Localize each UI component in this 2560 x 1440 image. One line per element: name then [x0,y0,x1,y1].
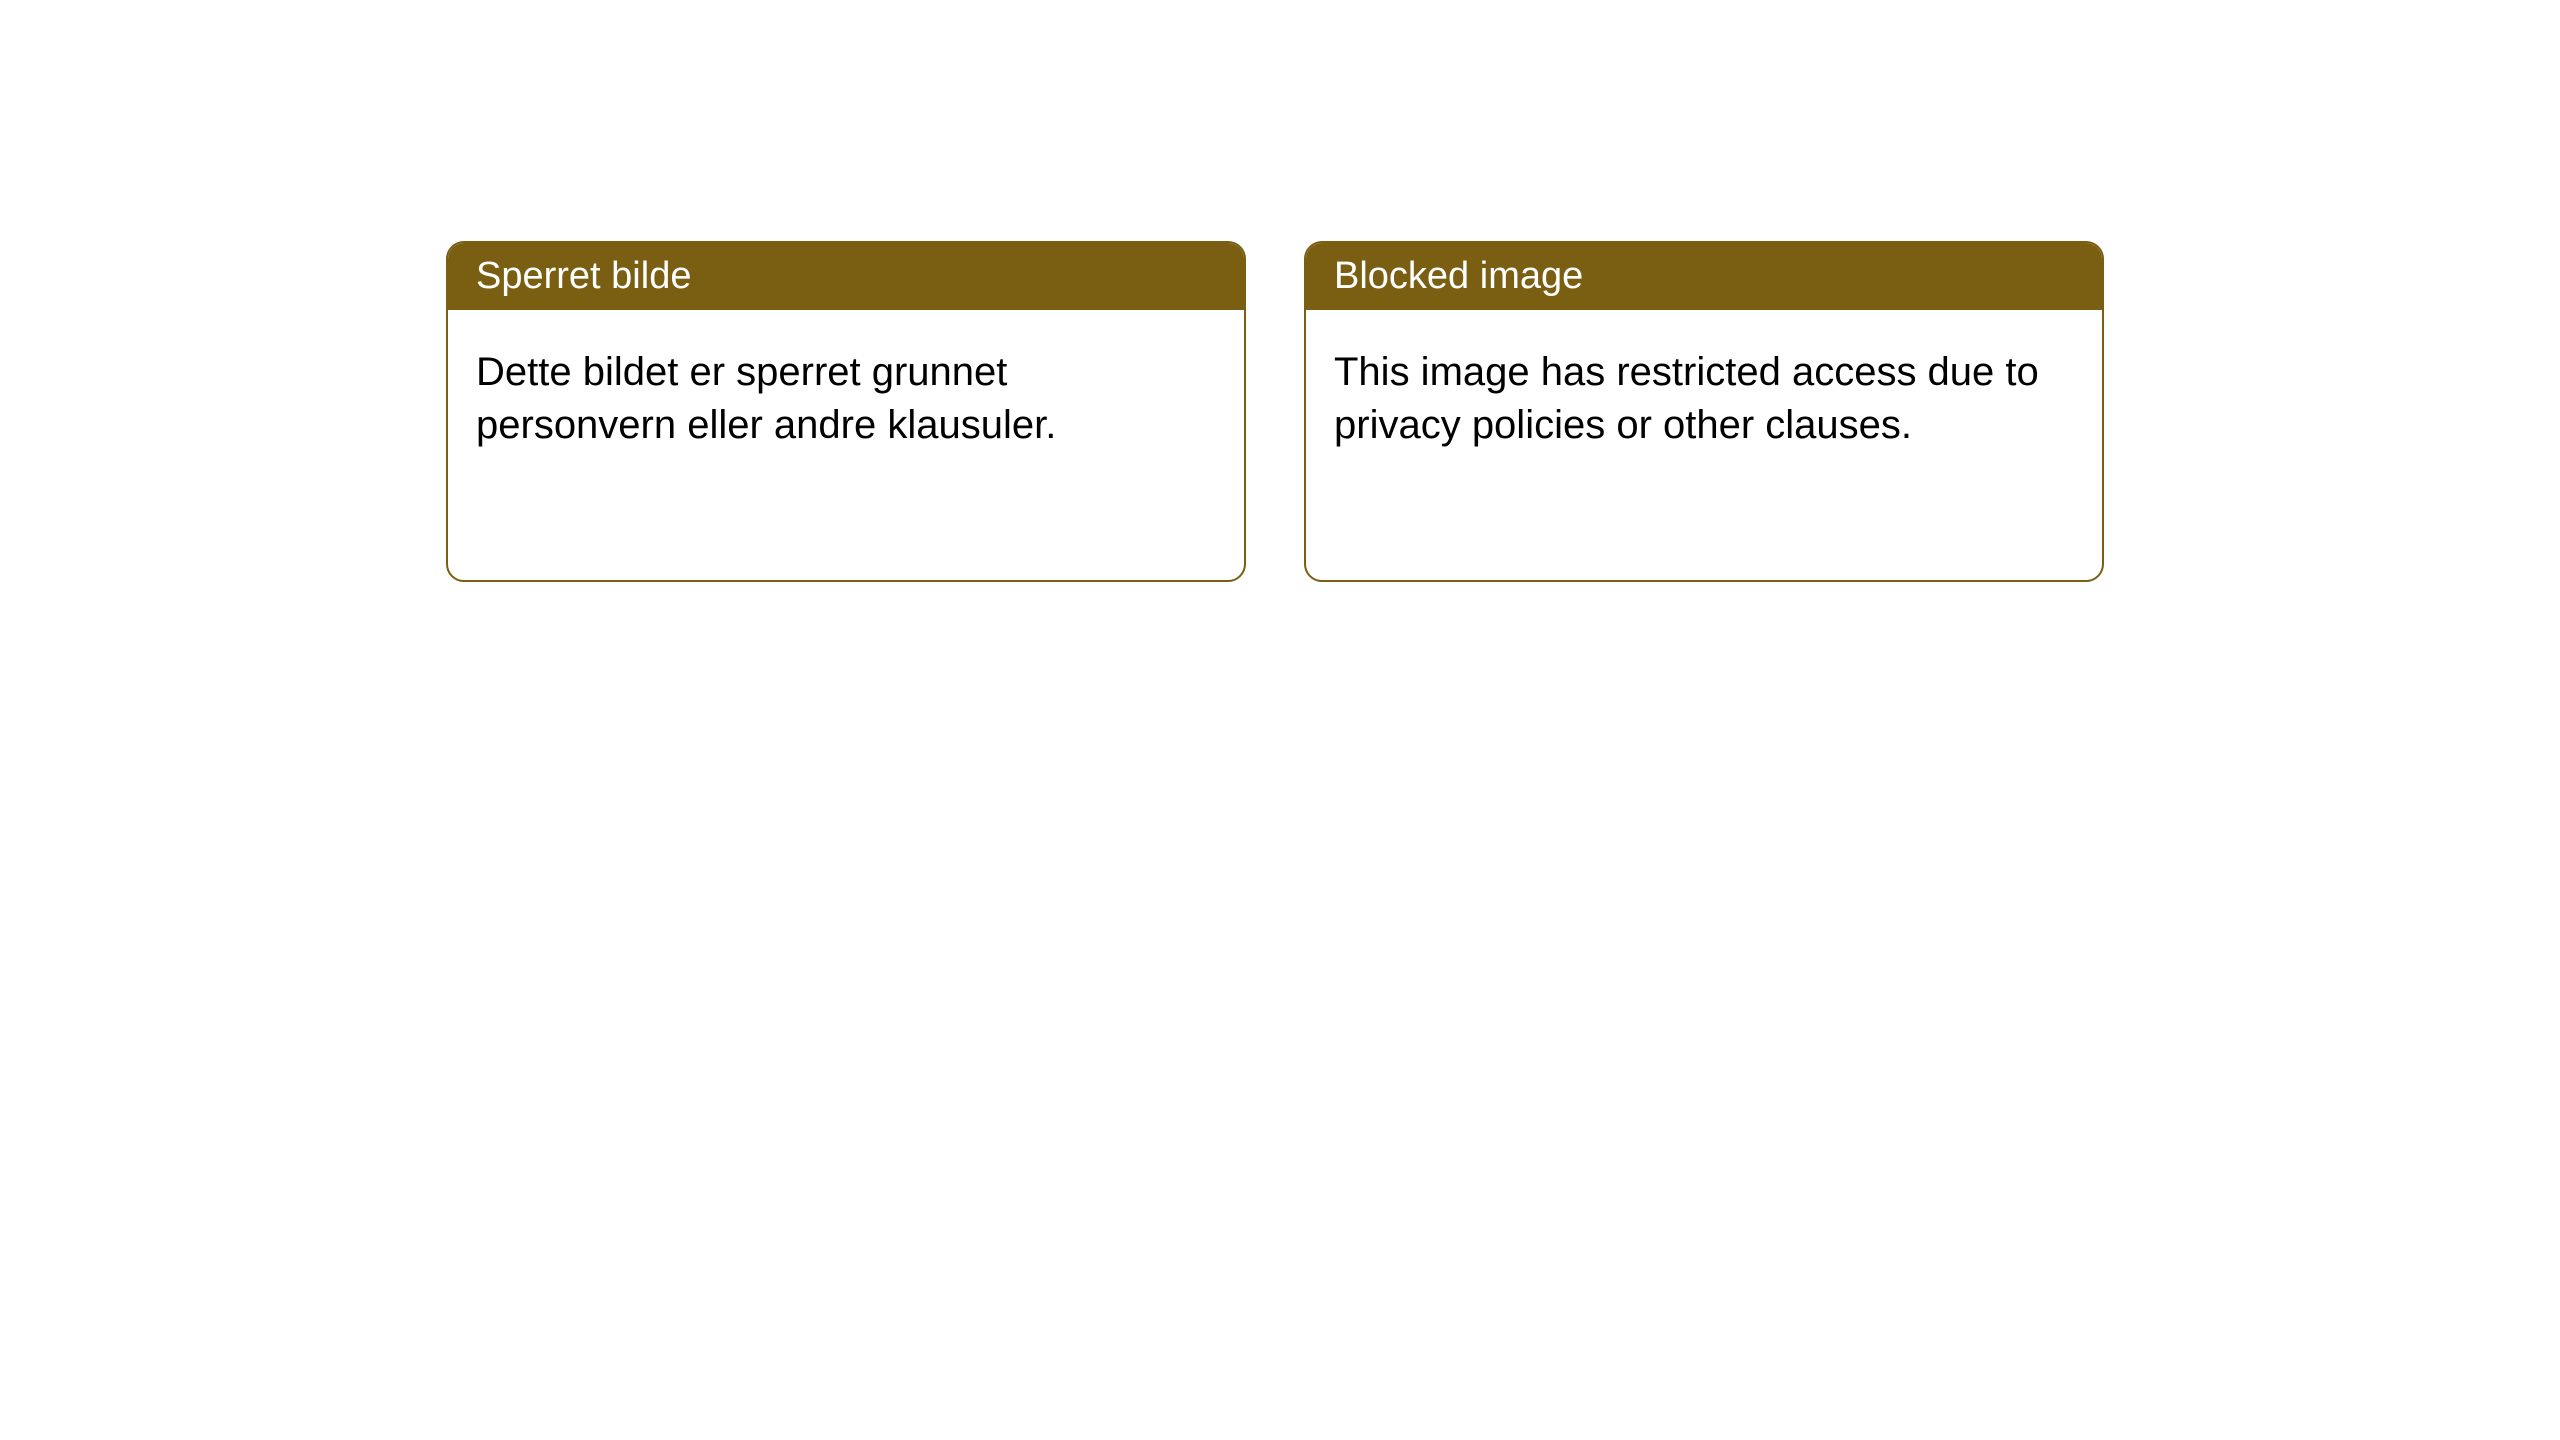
notice-card-norwegian: Sperret bilde Dette bildet er sperret gr… [446,241,1246,582]
notice-message: This image has restricted access due to … [1334,350,2039,447]
notice-title: Blocked image [1334,255,1583,297]
notice-header: Blocked image [1306,243,2102,310]
notice-cards-container: Sperret bilde Dette bildet er sperret gr… [446,241,2104,582]
notice-title: Sperret bilde [476,255,691,297]
notice-header: Sperret bilde [448,243,1244,310]
notice-body: This image has restricted access due to … [1306,310,2102,580]
notice-body: Dette bildet er sperret grunnet personve… [448,310,1244,580]
notice-message: Dette bildet er sperret grunnet personve… [476,350,1056,447]
notice-card-english: Blocked image This image has restricted … [1304,241,2104,582]
